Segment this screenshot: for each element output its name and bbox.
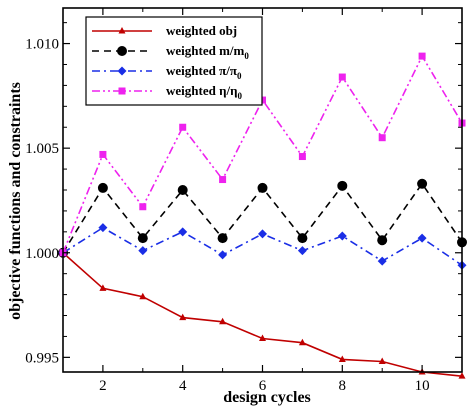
legend-marker	[117, 66, 127, 76]
series-line	[62, 182, 463, 254]
x-tick-label: 10	[415, 378, 430, 394]
y-axis-title: objective functions and constraints	[7, 82, 24, 320]
x-tick-label: 4	[179, 378, 187, 394]
y-tick-label: 1.005	[25, 141, 59, 157]
data-point	[179, 123, 187, 131]
data-point	[378, 357, 386, 365]
x-tick-label: 6	[259, 378, 267, 394]
data-point	[337, 231, 347, 241]
data-point	[218, 250, 228, 260]
data-point	[139, 292, 147, 300]
data-point	[217, 233, 228, 244]
series-2	[58, 223, 467, 270]
legend-label: weighted π/π0	[166, 63, 242, 81]
data-point	[219, 317, 227, 325]
data-point	[99, 284, 107, 291]
y-tick-label: 0.995	[25, 350, 59, 366]
data-point	[138, 246, 148, 256]
data-point	[417, 178, 428, 189]
data-point	[259, 334, 266, 342]
data-point	[458, 372, 466, 379]
legend-entry: weighted m/m0	[92, 43, 249, 61]
data-point	[139, 203, 147, 211]
axes-layer: 2 4 6 8 10 0.995 1.000 1.005 1.010	[25, 7, 463, 394]
legend-label: weighted obj	[166, 23, 237, 38]
data-point	[338, 73, 346, 81]
x-axis-title: design cycles	[223, 389, 311, 406]
data-point	[297, 246, 307, 256]
legend-label: weighted η/η0	[166, 83, 242, 101]
data-point	[257, 182, 268, 193]
data-point	[98, 223, 108, 233]
data-point	[377, 235, 388, 246]
legend: weighted obj weighted m/m0 weighted π/π0 we…	[85, 16, 263, 106]
legend-marker	[118, 27, 126, 34]
data-point	[378, 134, 386, 142]
data-point	[297, 233, 308, 244]
legend-entry: weighted π/π0	[92, 63, 242, 81]
y-tick-label: 1.000	[25, 246, 59, 262]
legend-marker	[118, 87, 126, 95]
legend-label: weighted m/m0	[166, 43, 249, 61]
series-1	[58, 178, 467, 258]
data-point	[418, 52, 426, 60]
data-point	[417, 233, 427, 243]
data-point	[178, 227, 188, 237]
series-0	[59, 248, 466, 379]
data-point	[258, 229, 267, 239]
data-point	[99, 150, 107, 158]
data-point	[97, 182, 108, 193]
data-point	[377, 256, 387, 266]
legend-marker	[117, 46, 127, 56]
data-point	[177, 185, 188, 195]
data-point	[219, 176, 227, 184]
data-point	[337, 180, 348, 191]
series-line	[62, 252, 463, 377]
data-point	[179, 313, 187, 321]
data-point	[298, 338, 306, 346]
y-tick-label: 1.010	[25, 37, 59, 53]
data-point	[298, 153, 306, 161]
data-point	[137, 233, 148, 244]
legend-entry: weighted η/η0	[92, 83, 242, 101]
data-point	[338, 355, 346, 362]
x-tick-label: 2	[99, 378, 107, 394]
x-tick-label: 8	[339, 378, 347, 394]
legend-entry: weighted obj	[92, 23, 237, 38]
